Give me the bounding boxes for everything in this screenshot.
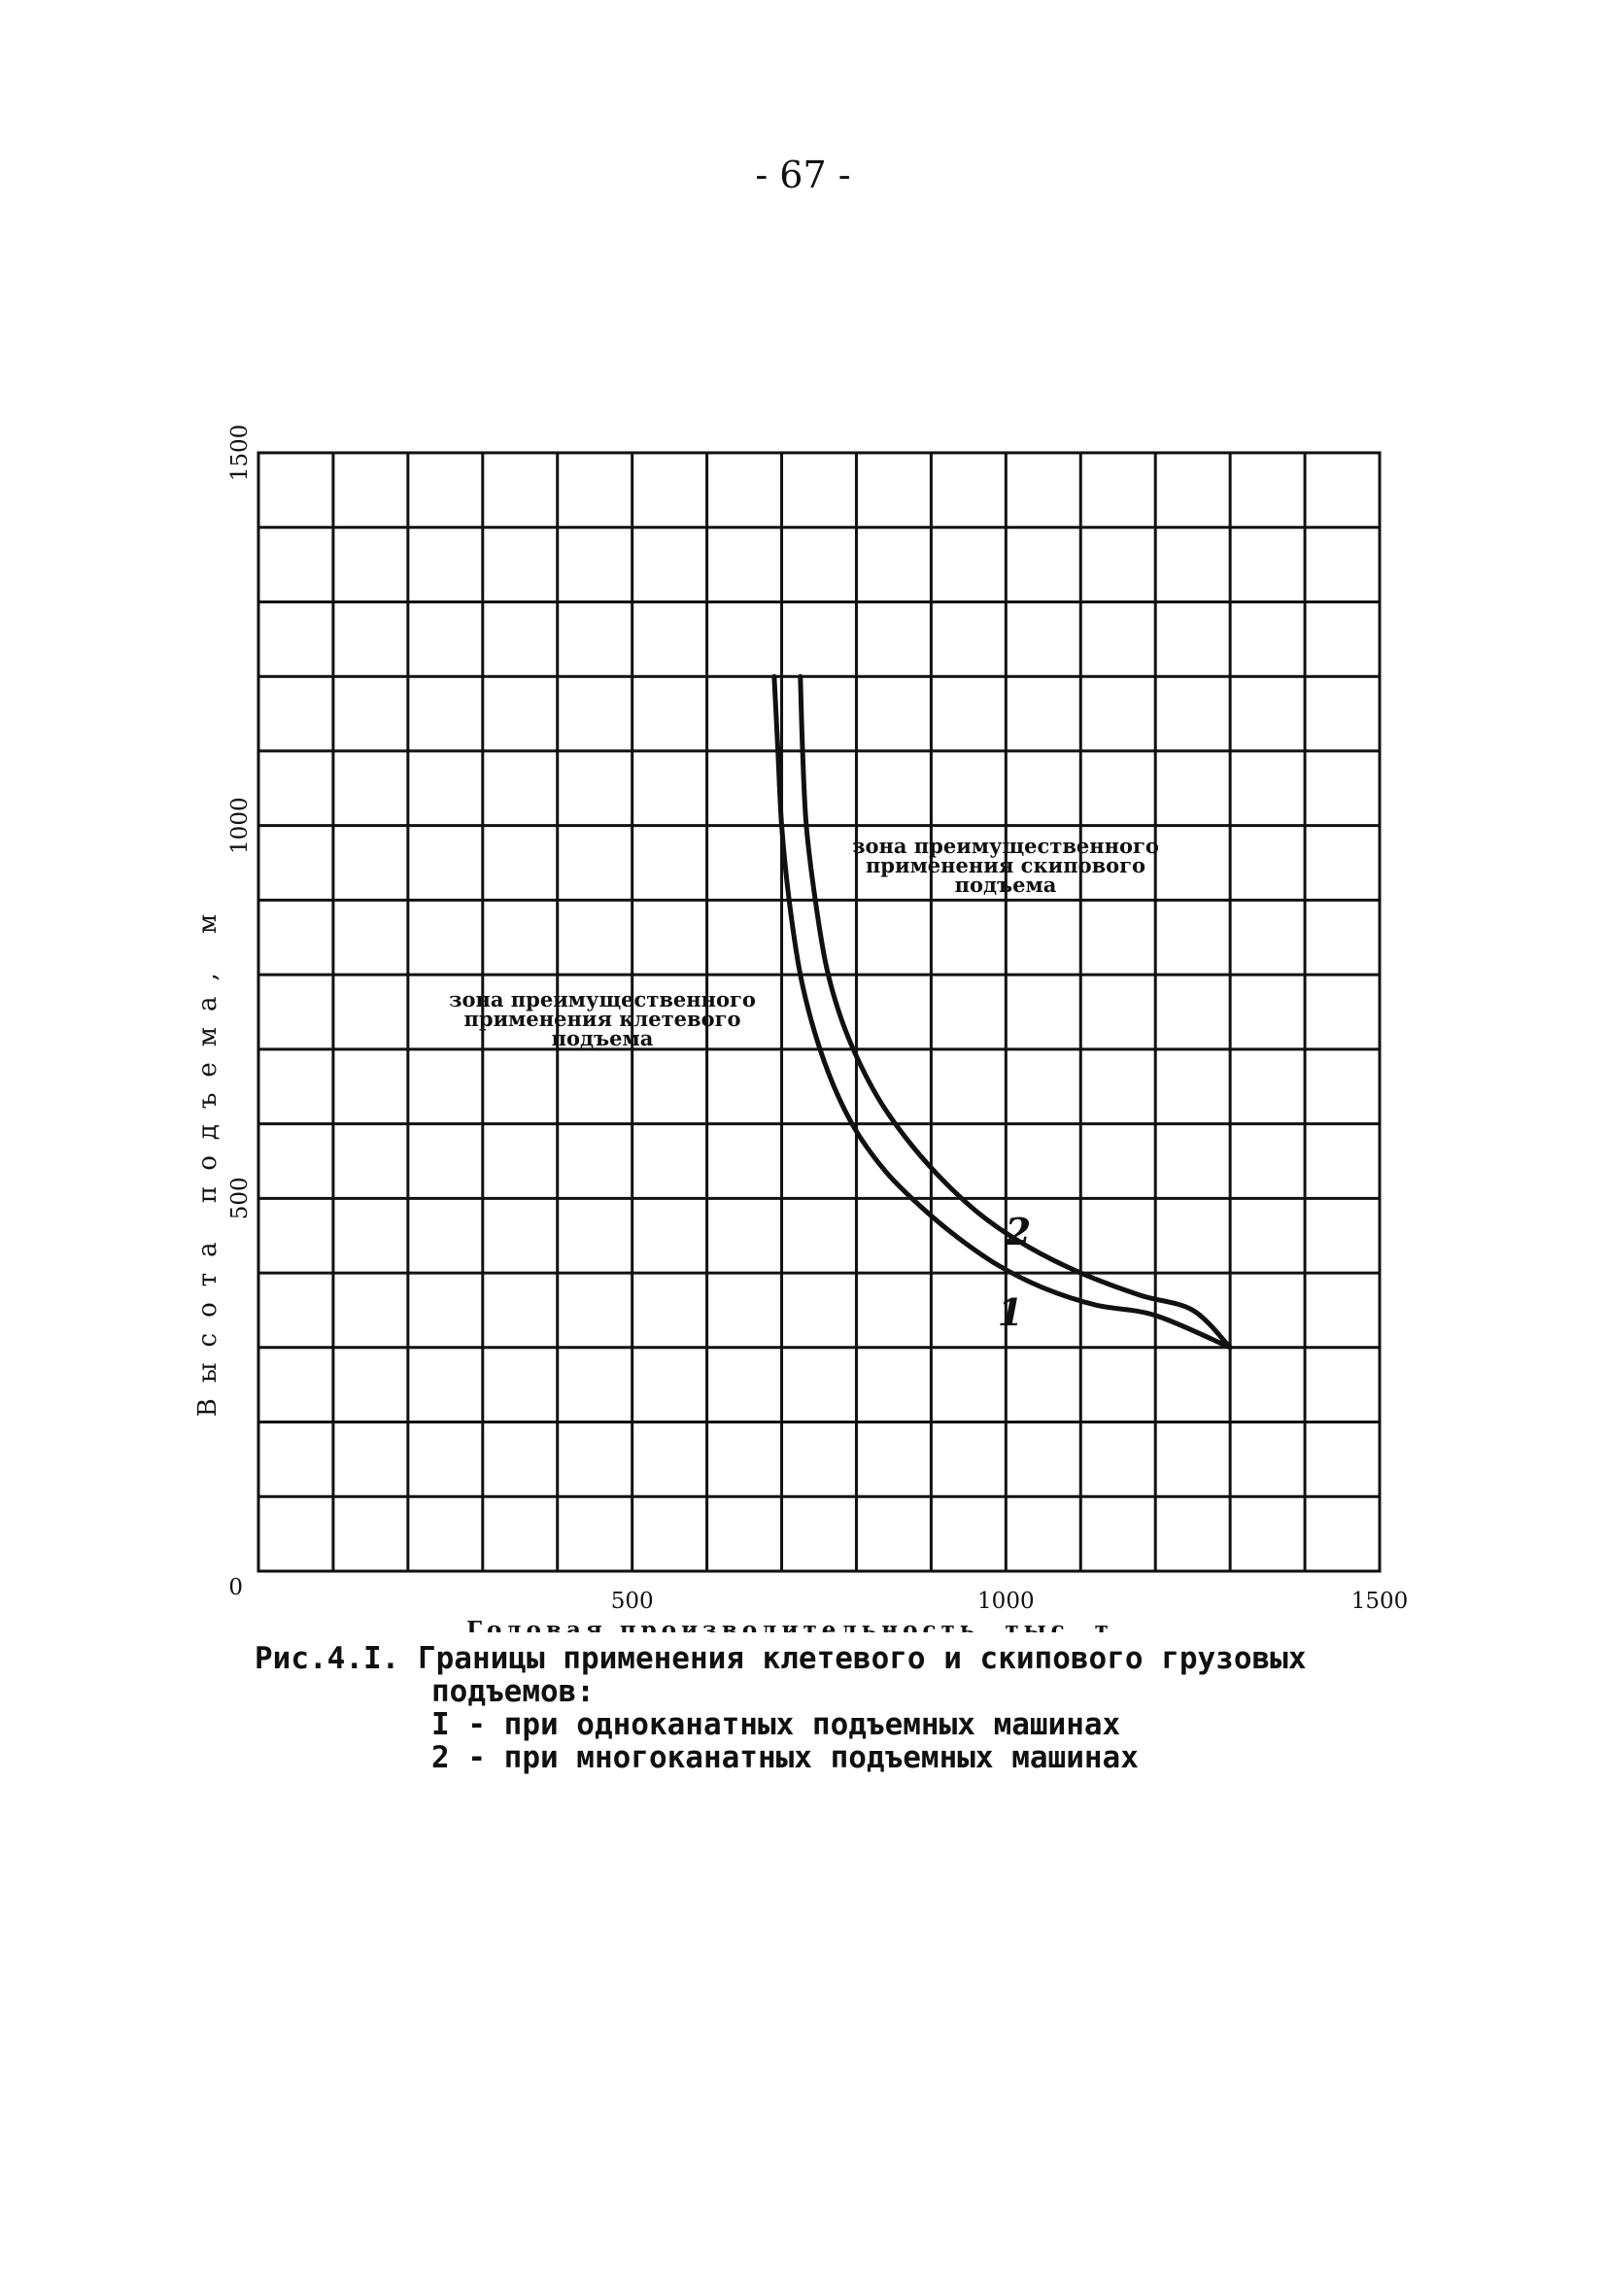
y-axis-title: Высота подъема, м bbox=[193, 899, 222, 1418]
series-line-1 bbox=[771, 673, 1233, 1351]
chart-ticks: 500 1000 1500 0 500 1000 1500 bbox=[227, 425, 1408, 1614]
chart-series bbox=[771, 673, 1233, 1351]
plot-border bbox=[256, 451, 1382, 1573]
x-tick-label: 500 bbox=[611, 1589, 654, 1614]
figure-caption: Рис.4.I. Границы применения клетевого и … bbox=[255, 1642, 1420, 1774]
page-number: - 67 - bbox=[755, 154, 851, 196]
zone-annotation-line: зона преимущественного bbox=[449, 987, 756, 1011]
caption-prefix: Рис.4.I. bbox=[255, 1641, 400, 1676]
origin-label: 0 bbox=[228, 1575, 243, 1600]
x-tick-label: 1000 bbox=[977, 1589, 1035, 1614]
y-tick-label: 1500 bbox=[227, 425, 253, 482]
chart: 500 1000 1500 0 500 1000 1500 зона преимуществ… bbox=[193, 425, 1408, 1632]
zone-annotation-line: подъема bbox=[552, 1026, 654, 1050]
caption-title-line-1: Границы применения клетевого и скипового… bbox=[417, 1641, 1307, 1676]
zone-annotation-line: зона преимущественного bbox=[852, 834, 1159, 858]
x-tick-label: 1500 bbox=[1351, 1589, 1409, 1614]
caption-item-1: I - при одноканатных подъемных машинах bbox=[431, 1707, 1121, 1742]
caption-item-2: 2 - при многоканатных подъемных машинах bbox=[431, 1740, 1139, 1775]
caption-title-line-2: подъемов: bbox=[431, 1674, 595, 1709]
series-line-2 bbox=[798, 673, 1233, 1351]
zone-annotation-line: подъема bbox=[955, 873, 1057, 897]
series-label-1: 1 bbox=[998, 1290, 1023, 1334]
caption-line-1: Рис.4.I. Границы применения клетевого и … bbox=[255, 1642, 1420, 1675]
zone-annotation-line: применения клетевого bbox=[464, 1007, 741, 1031]
series-label-2: 2 bbox=[1005, 1210, 1031, 1253]
zone-annotation-line: применения скипового bbox=[866, 853, 1145, 877]
x-axis-title: Годовая производительность, тыс. т bbox=[466, 1617, 1113, 1632]
y-tick-label: 1000 bbox=[227, 797, 253, 854]
chart-grid bbox=[258, 453, 1380, 1571]
chart-series-labels: 12 bbox=[998, 1210, 1031, 1334]
chart-frame bbox=[256, 451, 1382, 1573]
y-tick-label: 500 bbox=[227, 1177, 253, 1219]
